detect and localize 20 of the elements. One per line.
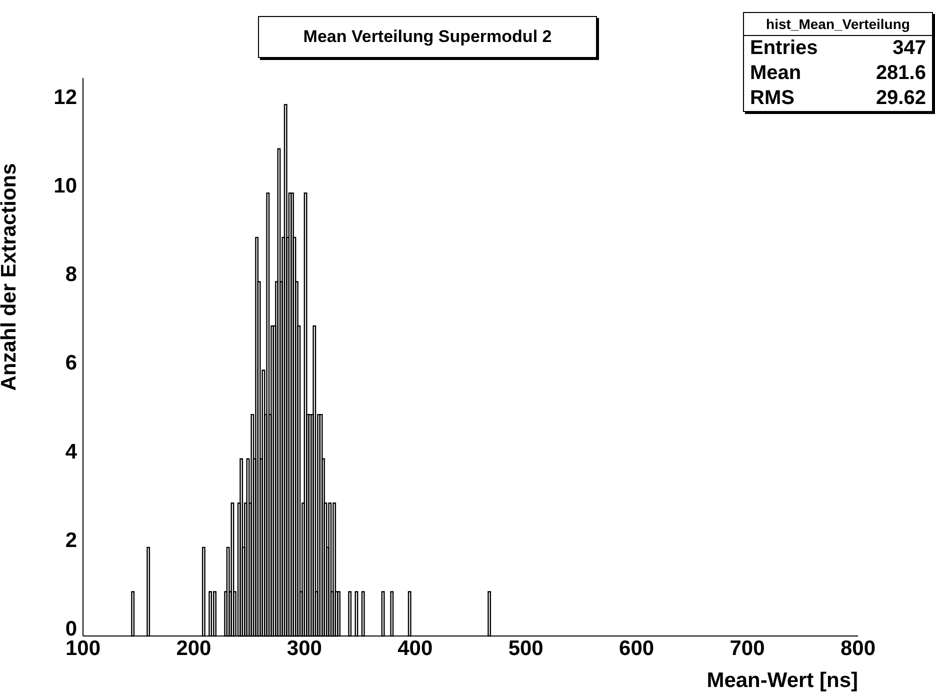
x-tick-label: 600	[619, 636, 654, 660]
x-tick-label: 500	[508, 636, 544, 660]
x-tick-label: 200	[176, 636, 212, 660]
x-tick-label: 400	[398, 636, 433, 660]
text: RMS 29.62	[750, 87, 926, 109]
text: Mean 281.6	[750, 62, 926, 84]
x-tick-label: 300	[286, 636, 322, 660]
text: hist_Mean_Verteilung	[744, 13, 932, 36]
y-tick-label: 2	[65, 528, 77, 552]
y-tick-label: 4	[65, 440, 78, 464]
y-axis-title: Anzahl der Extractions	[0, 163, 20, 391]
y-tick-label: 12	[54, 86, 77, 110]
y-tick-label: 8	[65, 263, 78, 286]
x-axis-title: Mean-Wert [ns]	[706, 669, 858, 692]
x-tick-label: 800	[840, 636, 876, 660]
y-tick-label: 10	[54, 174, 77, 198]
chart-title: Mean Verteilung Supermodul 2	[258, 16, 597, 58]
text: Entries 347	[750, 37, 926, 59]
x-tick-label: 700	[730, 636, 765, 660]
y-tick-label: 6	[65, 352, 77, 375]
